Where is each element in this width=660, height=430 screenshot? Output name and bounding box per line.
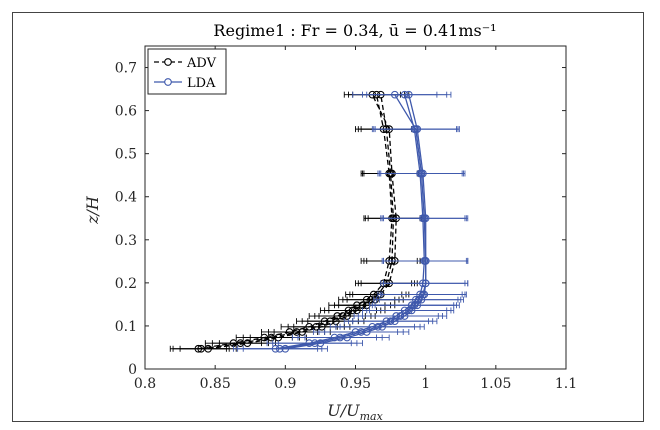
lda-data-point [343,333,351,342]
lda-data-point [281,344,290,353]
y-tick-label: 0 [128,362,137,378]
y-tick-label: 0.1 [115,319,137,335]
x-tick-label: 0.9 [274,376,296,392]
legend-adv-marker [164,58,172,66]
adv-profile-line [198,94,393,350]
lda-data-point [316,339,325,348]
lda-data-point [390,90,399,99]
lda-data-point [421,257,430,265]
y-tick-label: 0.3 [115,233,137,249]
lda-data-point [362,328,371,336]
lda-profile-line [285,94,427,350]
adv-data-point [317,322,326,331]
x-tick-label: 0.8 [134,376,156,392]
adv-data-point [298,328,307,336]
x-tick-label: 1 [421,376,430,392]
lda-data-point [420,214,429,223]
x-tick-label: 1.05 [480,376,511,392]
x-tick-label: 0.95 [340,376,371,392]
adv-data-point [243,339,252,348]
adv-data-point [204,344,212,353]
lda-data-point [417,169,426,178]
legend-adv-label: ADV [186,56,217,71]
y-tick-label: 0.2 [115,276,137,292]
legend-lda-marker [164,78,172,86]
legend-lda-label: LDA [187,76,216,91]
chart-title: Regime1 : Fr = 0.34, ū = 0.41ms⁻¹ [213,21,496,40]
lda-data-point [407,306,416,315]
lda-data-point [378,322,387,331]
x-tick-label: 0.85 [200,376,231,392]
plot-area: 0.8 0.85 0.9 0.95 1 1.05 1.1 0 0.1 0.2 0.3 0.4 0.5 0.… [115,45,577,392]
y-tick-label: 0.5 [115,147,137,163]
lda-data-point [400,312,409,320]
x-axis-label: U/Umax [327,401,383,423]
lda-data-point [420,290,429,299]
x-tick-label: 1.1 [555,376,577,392]
lda-data-point [421,279,430,288]
y-tick-label: 0.4 [115,190,137,206]
figure-frame [12,12,644,422]
legend-box [147,48,227,95]
adv-data-point [353,306,361,315]
lda-data-point [411,125,420,133]
lda-data-point [390,317,399,326]
adv-data-point [343,312,351,320]
y-axis-label: z/H [83,195,102,225]
y-tick-label: 0.7 [115,61,137,77]
lda-data-point [413,301,422,310]
y-tick-label: 0.6 [115,104,137,120]
